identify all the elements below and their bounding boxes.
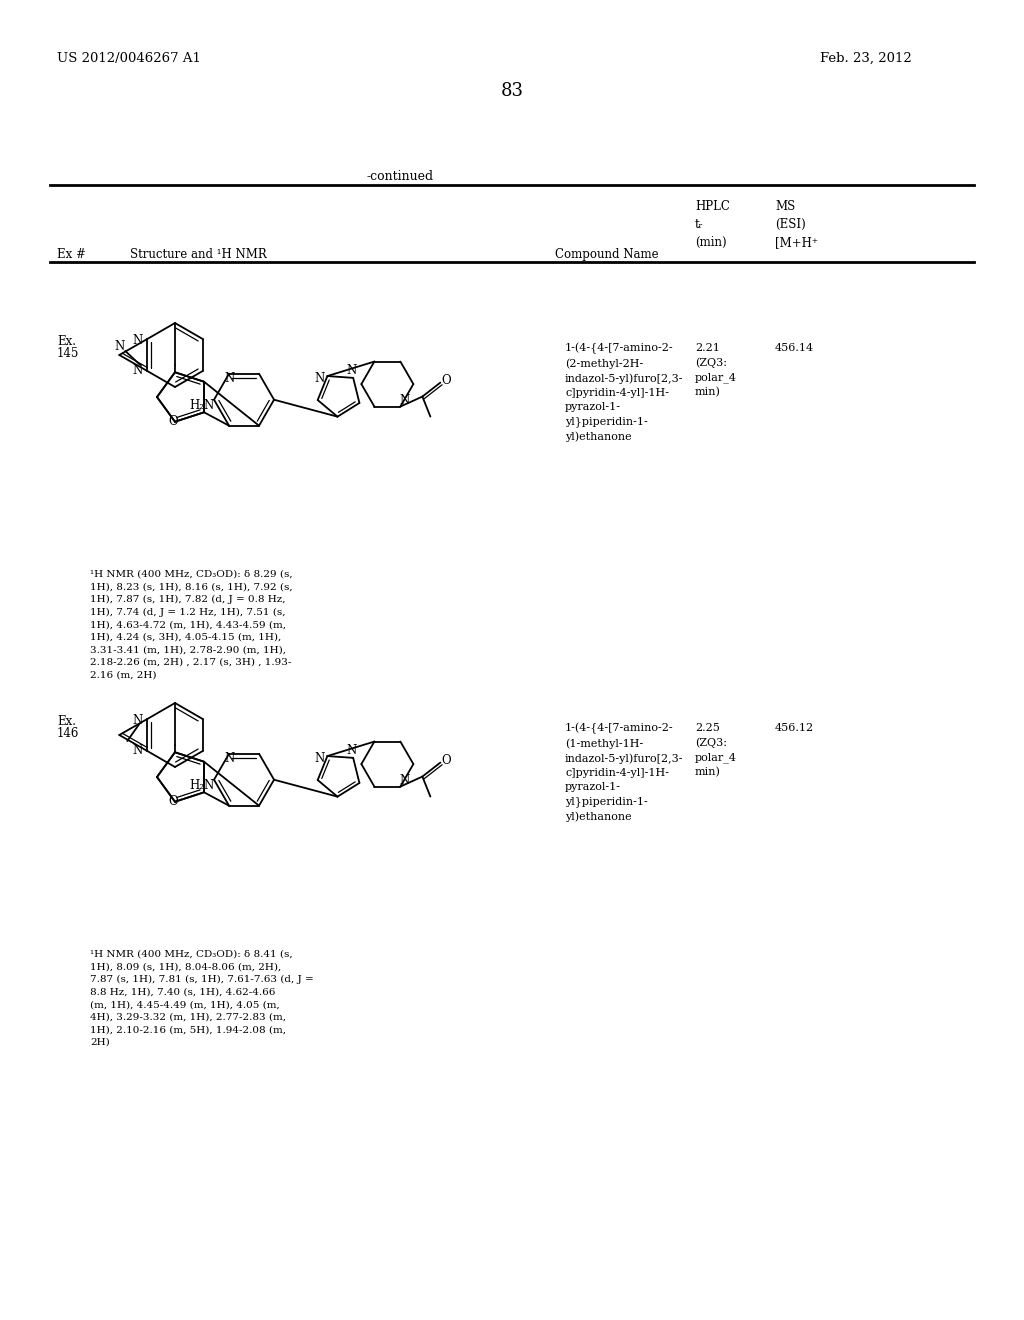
Text: ¹H NMR (400 MHz, CD₃OD): δ 8.29 (s,
1H), 8.23 (s, 1H), 8.16 (s, 1H), 7.92 (s,
1H: ¹H NMR (400 MHz, CD₃OD): δ 8.29 (s, 1H),… (90, 570, 293, 680)
Text: 1-(4-{4-[7-amino-2-
(2-methyl-2H-
indazol-5-yl)furo[2,3-
c]pyridin-4-yl]-1H-
pyr: 1-(4-{4-[7-amino-2- (2-methyl-2H- indazo… (565, 343, 683, 442)
Text: HPLC: HPLC (695, 201, 730, 213)
Text: N: N (132, 714, 142, 727)
Text: N: N (114, 341, 124, 354)
Text: 145: 145 (57, 347, 80, 360)
Text: ¹H NMR (400 MHz, CD₃OD): δ 8.41 (s,
1H), 8.09 (s, 1H), 8.04-8.06 (m, 2H),
7.87 (: ¹H NMR (400 MHz, CD₃OD): δ 8.41 (s, 1H),… (90, 950, 313, 1047)
Text: N: N (399, 774, 410, 787)
Text: (min): (min) (695, 236, 727, 249)
Text: N: N (346, 364, 356, 378)
Text: 83: 83 (501, 82, 523, 100)
Text: Ex #: Ex # (57, 248, 86, 261)
Text: Feb. 23, 2012: Feb. 23, 2012 (820, 51, 911, 65)
Text: N: N (132, 334, 142, 347)
Text: [M+H⁺: [M+H⁺ (775, 236, 818, 249)
Text: US 2012/0046267 A1: US 2012/0046267 A1 (57, 51, 201, 65)
Text: N: N (346, 744, 356, 758)
Text: O: O (168, 416, 178, 428)
Text: N: N (224, 372, 234, 385)
Text: -continued: -continued (367, 170, 433, 183)
Text: tᵣ: tᵣ (695, 218, 703, 231)
Text: MS: MS (775, 201, 796, 213)
Text: 1-(4-{4-[7-amino-2-
(1-methyl-1H-
indazol-5-yl)furo[2,3-
c]pyridin-4-yl]-1H-
pyr: 1-(4-{4-[7-amino-2- (1-methyl-1H- indazo… (565, 723, 683, 821)
Text: N: N (314, 371, 325, 384)
Text: 146: 146 (57, 727, 80, 741)
Text: 456.12: 456.12 (775, 723, 814, 733)
Text: O: O (441, 374, 452, 387)
Text: O: O (168, 795, 178, 808)
Text: N: N (132, 743, 142, 756)
Text: Compound Name: Compound Name (555, 248, 658, 261)
Text: H₂N: H₂N (189, 399, 215, 412)
Text: N: N (224, 752, 234, 766)
Text: Ex.: Ex. (57, 715, 76, 729)
Text: 2.25
(ZQ3:
polar_4
min): 2.25 (ZQ3: polar_4 min) (695, 723, 737, 777)
Text: 456.14: 456.14 (775, 343, 814, 352)
Text: O: O (441, 754, 452, 767)
Text: N: N (132, 363, 142, 376)
Text: Structure and ¹H NMR: Structure and ¹H NMR (130, 248, 266, 261)
Text: N: N (314, 751, 325, 764)
Text: 2.21
(ZQ3:
polar_4
min): 2.21 (ZQ3: polar_4 min) (695, 343, 737, 397)
Text: (ESI): (ESI) (775, 218, 806, 231)
Text: N: N (399, 395, 410, 407)
Text: Ex.: Ex. (57, 335, 76, 348)
Text: H₂N: H₂N (189, 779, 215, 792)
